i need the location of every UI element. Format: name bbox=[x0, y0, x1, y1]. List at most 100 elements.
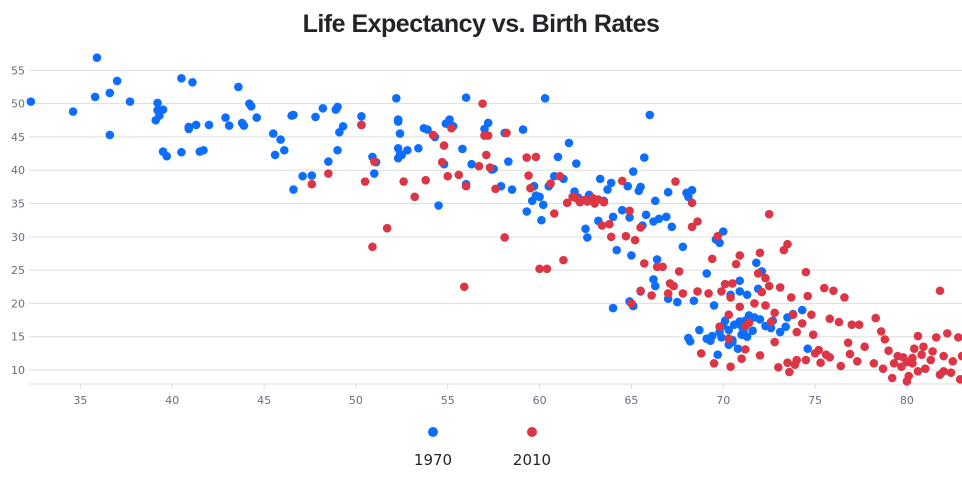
data-point[interactable] bbox=[654, 214, 664, 224]
data-point[interactable] bbox=[871, 313, 880, 323]
data-point[interactable] bbox=[735, 276, 745, 286]
data-point[interactable] bbox=[766, 317, 776, 327]
data-point[interactable] bbox=[750, 299, 759, 308]
data-point[interactable] bbox=[847, 320, 857, 330]
data-point[interactable] bbox=[395, 129, 405, 138]
data-point[interactable] bbox=[221, 113, 230, 122]
data-point[interactable] bbox=[188, 78, 197, 87]
data-point[interactable] bbox=[729, 320, 739, 330]
data-point[interactable] bbox=[311, 112, 320, 122]
data-point[interactable] bbox=[439, 141, 449, 150]
data-point[interactable] bbox=[158, 105, 168, 114]
data-point[interactable] bbox=[491, 184, 500, 194]
data-point[interactable] bbox=[957, 351, 962, 361]
data-point[interactable] bbox=[748, 326, 757, 336]
data-point[interactable] bbox=[522, 207, 532, 216]
data-point[interactable] bbox=[775, 327, 785, 337]
data-point[interactable] bbox=[783, 239, 792, 249]
data-point[interactable] bbox=[333, 102, 342, 112]
data-point[interactable] bbox=[553, 152, 563, 162]
data-point[interactable] bbox=[518, 125, 528, 134]
data-point[interactable] bbox=[735, 287, 745, 296]
data-point[interactable] bbox=[740, 345, 750, 354]
data-point[interactable] bbox=[393, 143, 403, 153]
data-point[interactable] bbox=[105, 88, 115, 98]
data-point[interactable] bbox=[652, 255, 662, 264]
data-point[interactable] bbox=[583, 233, 592, 242]
data-point[interactable] bbox=[318, 103, 328, 113]
data-point[interactable] bbox=[268, 129, 278, 138]
data-point[interactable] bbox=[270, 150, 280, 160]
data-point[interactable] bbox=[801, 355, 811, 365]
data-point[interactable] bbox=[549, 209, 559, 218]
data-point[interactable] bbox=[608, 212, 618, 222]
data-point[interactable] bbox=[935, 286, 945, 296]
data-point[interactable] bbox=[639, 259, 649, 268]
data-point[interactable] bbox=[713, 350, 723, 359]
data-point[interactable] bbox=[786, 293, 796, 302]
data-point[interactable] bbox=[153, 98, 162, 108]
data-point[interactable] bbox=[507, 185, 517, 194]
data-point[interactable] bbox=[928, 347, 937, 356]
data-point[interactable] bbox=[770, 308, 779, 318]
data-point[interactable] bbox=[726, 293, 735, 302]
data-point[interactable] bbox=[902, 377, 912, 386]
data-point[interactable] bbox=[382, 223, 392, 233]
data-point[interactable] bbox=[26, 97, 36, 106]
data-point[interactable] bbox=[917, 350, 926, 359]
data-point[interactable] bbox=[954, 333, 962, 342]
data-point[interactable] bbox=[608, 303, 618, 313]
data-point[interactable] bbox=[239, 121, 249, 130]
data-point[interactable] bbox=[298, 171, 307, 181]
data-point[interactable] bbox=[770, 337, 779, 347]
data-point[interactable] bbox=[289, 110, 298, 120]
data-point[interactable] bbox=[454, 170, 464, 180]
data-point[interactable] bbox=[724, 334, 734, 344]
data-point[interactable] bbox=[437, 157, 447, 167]
data-point[interactable] bbox=[650, 196, 660, 206]
data-point[interactable] bbox=[808, 330, 818, 340]
data-point[interactable] bbox=[785, 367, 794, 377]
data-point[interactable] bbox=[843, 338, 853, 348]
data-point[interactable] bbox=[713, 231, 723, 241]
data-point[interactable] bbox=[603, 185, 612, 194]
data-point[interactable] bbox=[502, 128, 511, 138]
data-point[interactable] bbox=[829, 286, 838, 296]
data-point[interactable] bbox=[755, 248, 765, 258]
data-point[interactable] bbox=[884, 346, 893, 356]
data-point[interactable] bbox=[783, 358, 792, 367]
data-point[interactable] bbox=[360, 177, 370, 186]
data-point[interactable] bbox=[687, 198, 697, 208]
data-point[interactable] bbox=[606, 178, 616, 188]
data-point[interactable] bbox=[737, 354, 746, 363]
data-point[interactable] bbox=[810, 349, 820, 358]
data-point[interactable] bbox=[840, 293, 849, 302]
data-point[interactable] bbox=[825, 353, 835, 362]
data-point[interactable] bbox=[649, 275, 658, 284]
data-point[interactable] bbox=[105, 130, 115, 140]
data-point[interactable] bbox=[177, 147, 186, 157]
data-point[interactable] bbox=[307, 171, 317, 180]
data-point[interactable] bbox=[459, 282, 469, 292]
data-point[interactable] bbox=[931, 333, 941, 342]
data-point[interactable] bbox=[324, 169, 333, 178]
data-point[interactable] bbox=[581, 224, 590, 234]
data-point[interactable] bbox=[595, 174, 605, 184]
data-point[interactable] bbox=[324, 157, 333, 166]
data-point[interactable] bbox=[761, 273, 770, 283]
data-point[interactable] bbox=[428, 130, 438, 140]
data-point[interactable] bbox=[753, 269, 763, 278]
data-point[interactable] bbox=[546, 179, 555, 188]
data-point[interactable] bbox=[663, 289, 673, 298]
data-point[interactable] bbox=[564, 138, 574, 148]
data-point[interactable] bbox=[572, 159, 581, 168]
data-point[interactable] bbox=[531, 152, 541, 162]
data-point[interactable] bbox=[252, 113, 262, 122]
data-point[interactable] bbox=[483, 118, 493, 128]
data-point[interactable] bbox=[414, 143, 423, 153]
data-point[interactable] bbox=[467, 159, 476, 169]
data-point[interactable] bbox=[625, 206, 634, 216]
data-point[interactable] bbox=[597, 221, 607, 230]
data-point[interactable] bbox=[474, 161, 484, 171]
data-point[interactable] bbox=[628, 167, 638, 176]
